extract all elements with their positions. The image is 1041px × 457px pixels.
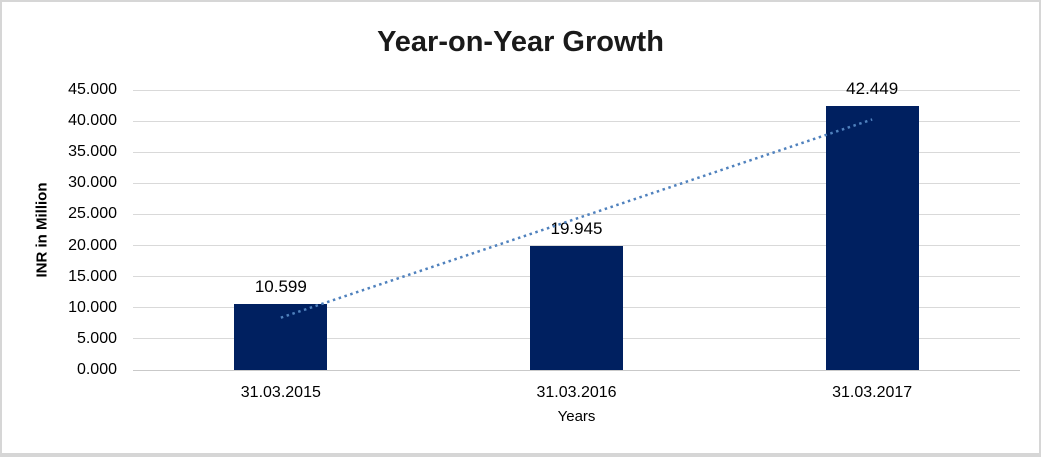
gridline bbox=[133, 89, 1020, 91]
y-axis-tick-label: 5.000 bbox=[76, 329, 117, 347]
x-axis-category-label: 31.03.2015 bbox=[240, 384, 321, 401]
bar-value-label: 19.945 bbox=[550, 218, 603, 238]
y-axis-tick-label: 30.000 bbox=[68, 174, 117, 192]
y-axis-tick-label: 20.000 bbox=[68, 236, 117, 254]
bar-value-label: 10.599 bbox=[254, 277, 307, 297]
x-axis-title: Years bbox=[557, 408, 596, 425]
bar bbox=[530, 245, 623, 370]
y-axis-title: INR in Million bbox=[33, 182, 51, 278]
y-axis-tick-label: 25.000 bbox=[68, 205, 117, 223]
y-axis-tick-label: 40.000 bbox=[68, 112, 117, 130]
y-axis-tick-label: 15.000 bbox=[68, 267, 117, 285]
y-axis-tick-label: 0.000 bbox=[76, 361, 117, 378]
bar bbox=[825, 105, 919, 370]
x-axis-line bbox=[133, 369, 1020, 371]
chart-title: Year-on-Year Growth bbox=[377, 26, 664, 58]
bar-value-label: 42.449 bbox=[846, 78, 899, 98]
x-axis-category-label: 31.03.2017 bbox=[832, 384, 913, 401]
y-axis-tick-label: 45.000 bbox=[68, 81, 117, 98]
bar bbox=[234, 304, 328, 370]
x-axis-category-label: 31.03.2016 bbox=[536, 384, 617, 401]
y-axis-tick-label: 35.000 bbox=[68, 143, 117, 161]
y-axis-tick-label: 10.000 bbox=[68, 298, 117, 316]
